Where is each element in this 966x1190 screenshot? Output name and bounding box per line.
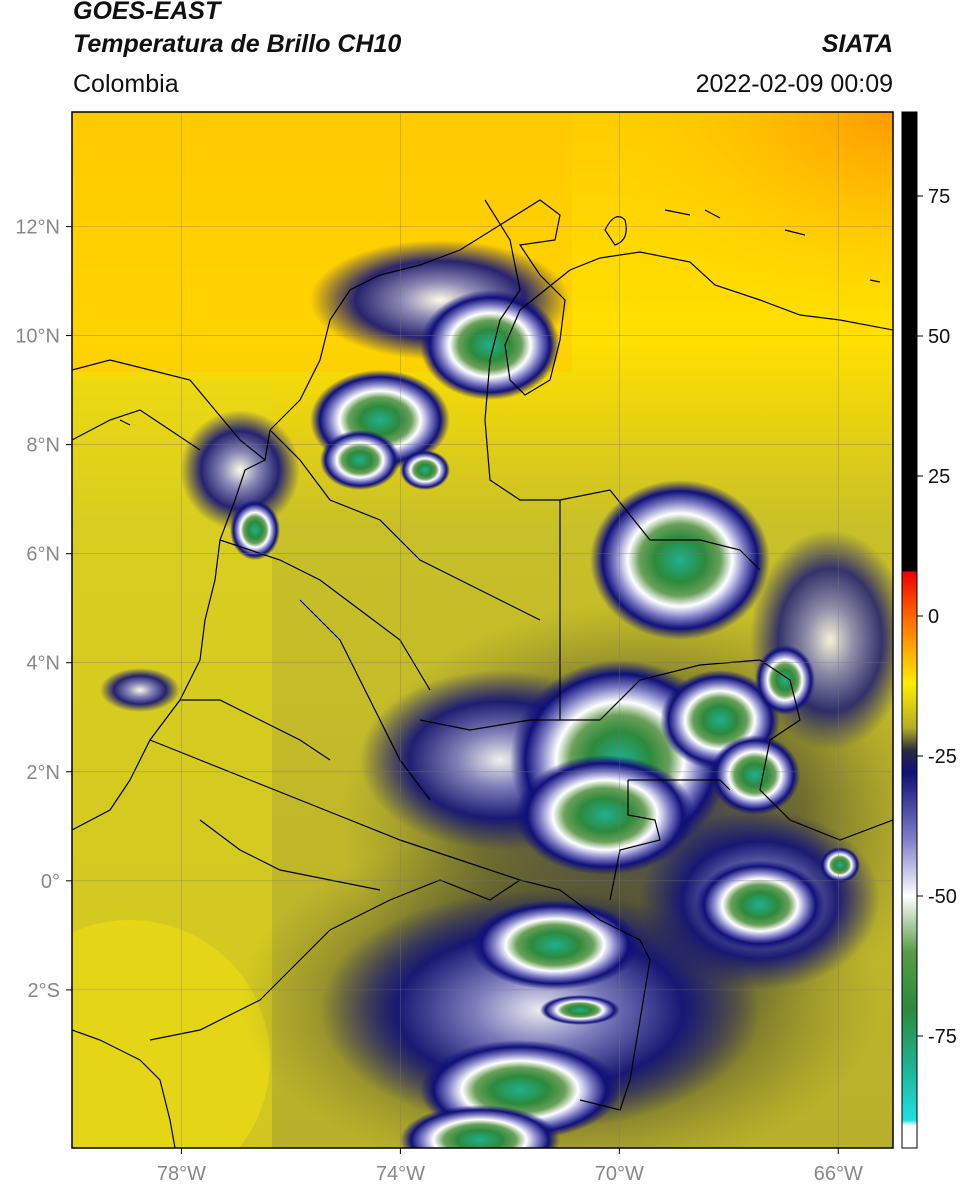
timestamp-label: 2022-02-09 00:09 [695,70,893,98]
lat-tick-label: 12°N [15,217,60,239]
satellite-title: GOES-EAST [73,0,221,25]
product-title: Temperatura de Brillo CH10 [73,30,402,58]
colorbar-tick-label: -75 [928,1026,957,1048]
colorbar [901,111,918,1149]
region-label: Colombia [73,70,179,98]
longitude-axis: 78°W 74°W 70°W 66°W [157,1148,863,1185]
gridlines [72,112,893,1148]
map-frame [71,111,894,1149]
colorbar-tick-label: -50 [928,886,957,908]
lat-tick-label: 8°N [26,435,60,457]
colorbar-tick-label: 25 [928,466,950,488]
organization-label: SIATA [821,30,893,58]
lat-tick-label: 6°N [26,544,60,566]
colorbar-axis: 75 50 25 0 -25 -50 -75 [917,186,957,1048]
latitude-axis: 12°N 10°N 8°N 6°N 4°N 2°N 0° 2°S [15,217,72,1002]
colorbar-tick-label: 0 [928,606,939,628]
lon-tick-label: 70°W [595,1163,644,1185]
borders-layer [72,199,893,1148]
imagery-layer [72,112,893,1148]
lat-tick-label: 10°N [15,326,60,348]
lon-tick-label: 74°W [376,1163,425,1185]
colorbar-tick-label: 75 [928,186,950,208]
lon-tick-label: 66°W [814,1163,863,1185]
colorbar-tick-label: 50 [928,326,950,348]
lat-tick-label: 4°N [26,653,60,675]
lat-tick-label: 2°S [28,980,60,1002]
lat-tick-label: 2°N [26,762,60,784]
lat-tick-label: 0° [41,871,60,893]
lon-tick-label: 78°W [157,1163,206,1185]
colorbar-tick-label: -25 [928,746,957,768]
